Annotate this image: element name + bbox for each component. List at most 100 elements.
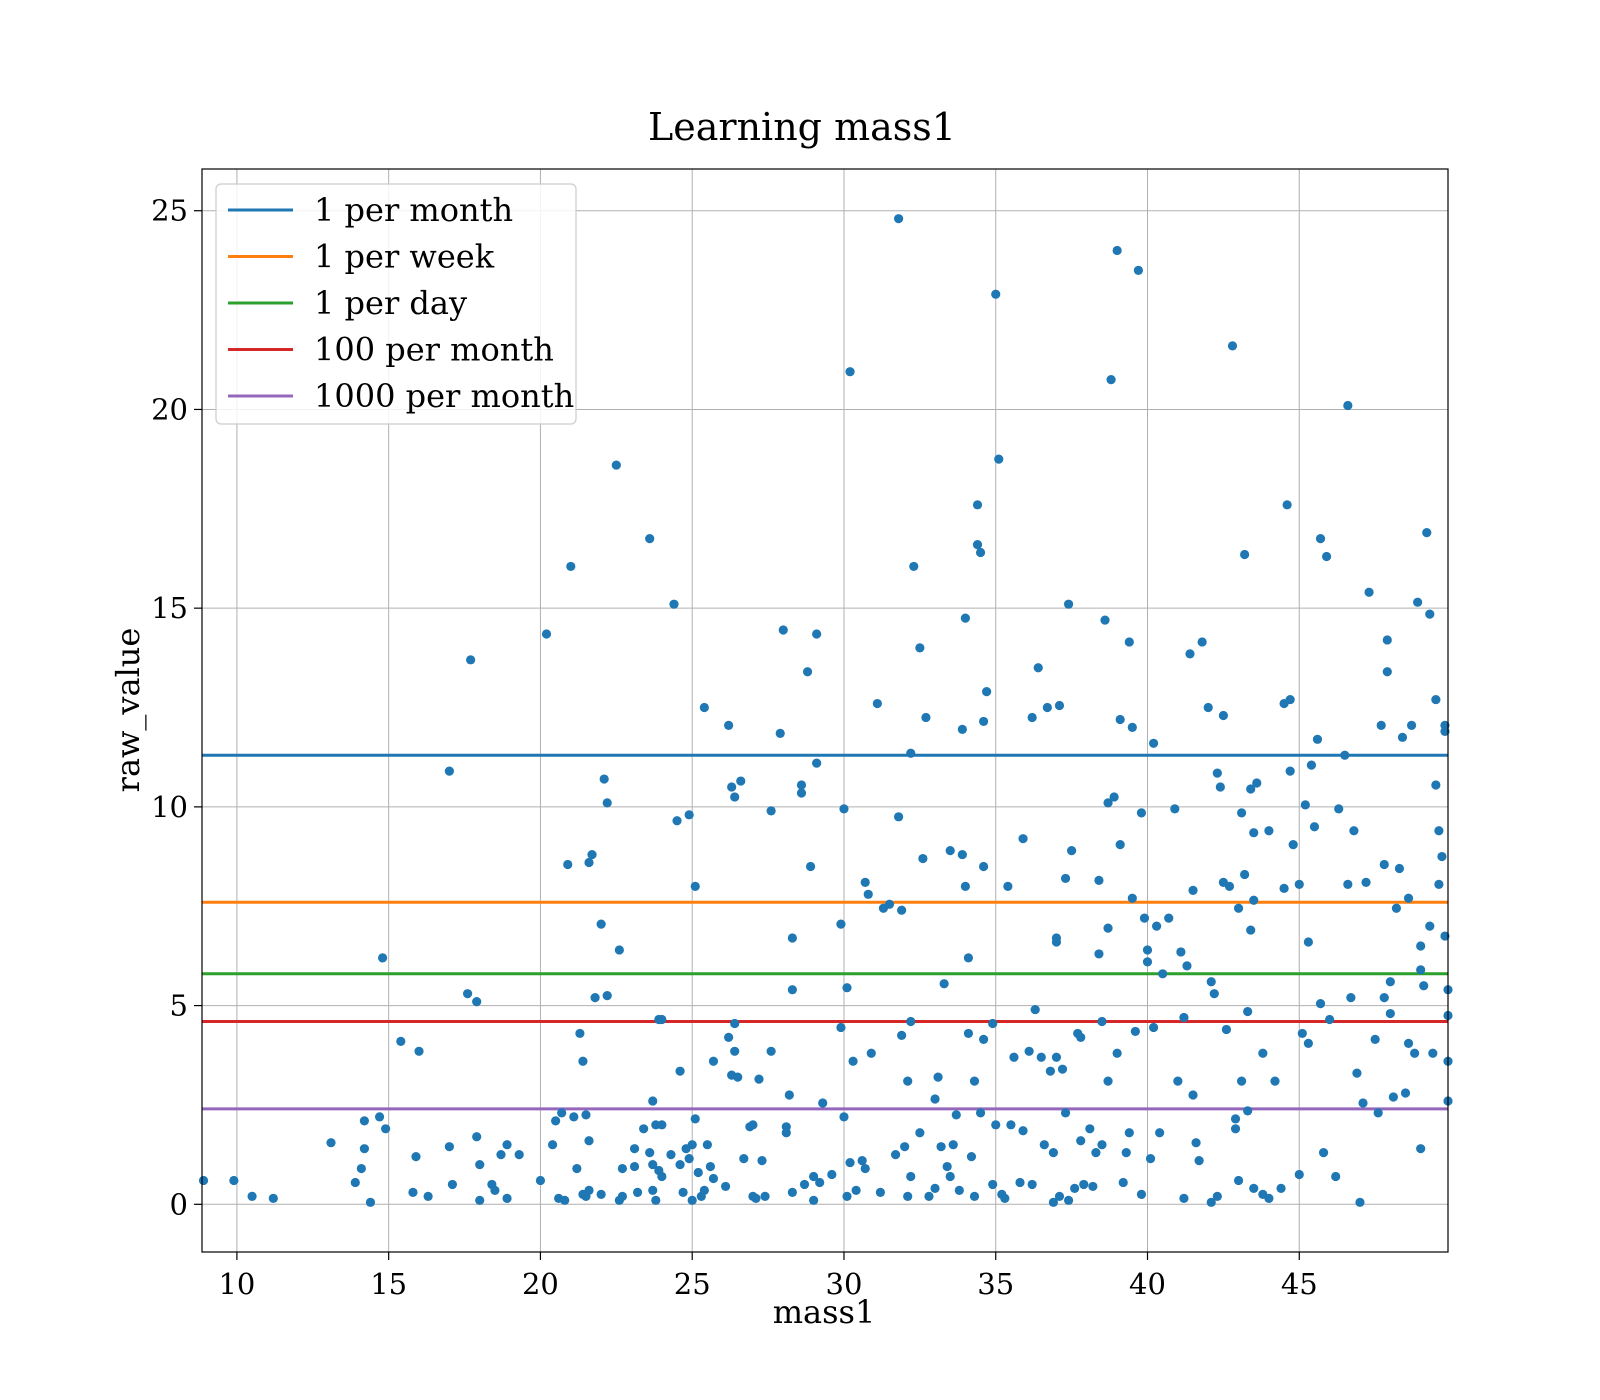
data-point bbox=[924, 1191, 934, 1201]
legend-label: 100 per month bbox=[314, 331, 554, 369]
data-point bbox=[1152, 921, 1162, 931]
chart-title: Learning mass1 bbox=[648, 105, 956, 149]
legend: 1 per month 1 per week 1 per day 100 per mo… bbox=[215, 183, 577, 425]
data-point bbox=[381, 1124, 391, 1134]
data-point bbox=[1224, 881, 1235, 891]
data-point bbox=[787, 985, 797, 995]
data-point bbox=[781, 1128, 791, 1138]
data-point bbox=[1209, 989, 1219, 999]
data-point bbox=[1431, 694, 1441, 705]
data-point bbox=[894, 812, 904, 822]
data-point bbox=[1197, 637, 1207, 647]
data-point bbox=[1033, 663, 1043, 673]
data-point bbox=[1294, 1169, 1304, 1180]
data-point bbox=[1233, 1175, 1244, 1186]
data-point bbox=[1070, 1183, 1080, 1194]
data-point bbox=[809, 1195, 819, 1205]
data-point bbox=[730, 1046, 740, 1056]
data-point bbox=[727, 782, 737, 792]
data-point bbox=[1388, 1092, 1398, 1102]
data-point bbox=[514, 1150, 524, 1160]
data-point bbox=[1045, 1066, 1055, 1076]
data-point bbox=[903, 1076, 913, 1086]
data-point bbox=[596, 1189, 606, 1199]
axis-ticks: 10 15 20 25 30 35 40 45 0 5 10 15 20 25 bbox=[151, 194, 1318, 1301]
data-point bbox=[1030, 1004, 1040, 1015]
data-point bbox=[1379, 993, 1389, 1003]
data-point bbox=[268, 1193, 278, 1203]
data-point bbox=[1115, 714, 1125, 725]
data-point bbox=[1106, 375, 1116, 385]
data-point bbox=[1145, 1154, 1156, 1164]
data-point bbox=[462, 989, 473, 999]
data-point bbox=[365, 1197, 376, 1207]
data-point bbox=[1230, 1124, 1241, 1134]
data-point bbox=[687, 1140, 697, 1150]
data-point bbox=[1346, 993, 1356, 1003]
data-point bbox=[1057, 1064, 1068, 1074]
data-point bbox=[921, 712, 931, 723]
data-point bbox=[1309, 822, 1320, 832]
data-point bbox=[596, 919, 606, 929]
data-point bbox=[1051, 933, 1062, 943]
data-point bbox=[1124, 1128, 1134, 1138]
data-point bbox=[963, 953, 974, 963]
data-point bbox=[708, 1173, 719, 1184]
data-point bbox=[1355, 1197, 1365, 1207]
data-point bbox=[930, 1094, 940, 1104]
data-point bbox=[657, 1014, 667, 1025]
data-point bbox=[978, 716, 989, 727]
data-point bbox=[1397, 732, 1408, 742]
data-point bbox=[378, 953, 388, 963]
data-point bbox=[845, 367, 855, 377]
data-point bbox=[693, 1167, 703, 1178]
data-point bbox=[705, 1161, 716, 1172]
data-point bbox=[1236, 808, 1247, 818]
data-point bbox=[796, 788, 807, 798]
data-point bbox=[1115, 840, 1125, 850]
data-point bbox=[988, 1179, 998, 1190]
data-point bbox=[890, 1150, 901, 1160]
data-point bbox=[1100, 615, 1110, 625]
data-point bbox=[836, 1022, 846, 1033]
data-point bbox=[915, 1128, 925, 1138]
data-point bbox=[1060, 873, 1071, 884]
data-point bbox=[766, 806, 776, 816]
data-point bbox=[584, 1185, 594, 1195]
data-point bbox=[1203, 702, 1213, 713]
data-point bbox=[584, 1136, 594, 1146]
data-point bbox=[475, 1159, 485, 1170]
data-point bbox=[1188, 1090, 1198, 1100]
data-point bbox=[569, 1112, 579, 1122]
data-point bbox=[198, 1175, 209, 1186]
data-point bbox=[860, 877, 870, 887]
data-point bbox=[1264, 826, 1274, 836]
data-point bbox=[350, 1177, 360, 1188]
data-point bbox=[699, 702, 709, 713]
data-point bbox=[802, 667, 813, 677]
data-point bbox=[1094, 949, 1104, 959]
data-point bbox=[1094, 875, 1104, 886]
data-point bbox=[724, 1032, 734, 1042]
data-point bbox=[578, 1056, 588, 1066]
data-point bbox=[1282, 500, 1292, 510]
data-point bbox=[411, 1152, 421, 1162]
data-point bbox=[1276, 1183, 1286, 1194]
data-point bbox=[866, 1048, 876, 1058]
data-point bbox=[1127, 893, 1137, 903]
data-point bbox=[611, 460, 621, 470]
data-point bbox=[1139, 913, 1150, 923]
data-point bbox=[933, 1072, 943, 1082]
data-point bbox=[739, 1154, 749, 1164]
data-point bbox=[1085, 1124, 1095, 1134]
data-point bbox=[1142, 945, 1153, 955]
reference-lines bbox=[202, 753, 1448, 1111]
data-point bbox=[648, 1159, 658, 1170]
data-point bbox=[1124, 637, 1134, 647]
data-point bbox=[1249, 1183, 1259, 1194]
data-point bbox=[1434, 826, 1444, 836]
data-point bbox=[1385, 1008, 1395, 1019]
data-point bbox=[936, 1142, 946, 1152]
data-point bbox=[1051, 1052, 1062, 1062]
data-point bbox=[963, 1028, 974, 1039]
